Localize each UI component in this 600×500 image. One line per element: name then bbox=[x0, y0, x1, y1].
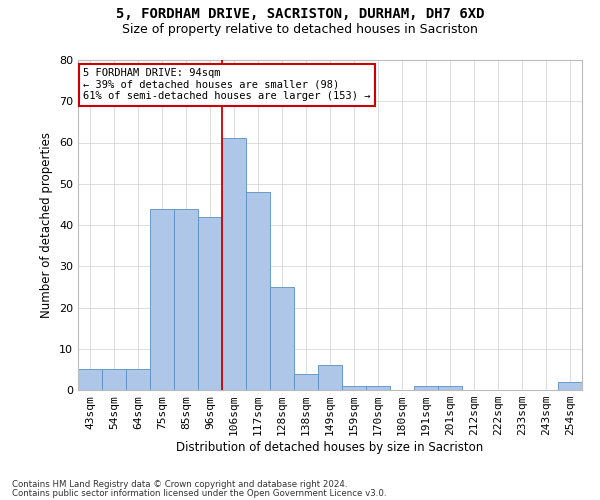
Bar bbox=[558, 382, 582, 390]
Bar bbox=[294, 374, 318, 390]
Bar bbox=[342, 386, 366, 390]
Bar bbox=[102, 370, 126, 390]
Text: Contains HM Land Registry data © Crown copyright and database right 2024.: Contains HM Land Registry data © Crown c… bbox=[12, 480, 347, 489]
Bar bbox=[414, 386, 438, 390]
Bar bbox=[78, 370, 102, 390]
Bar bbox=[174, 208, 198, 390]
Bar bbox=[438, 386, 462, 390]
Bar bbox=[270, 287, 294, 390]
Text: Size of property relative to detached houses in Sacriston: Size of property relative to detached ho… bbox=[122, 22, 478, 36]
Text: 5, FORDHAM DRIVE, SACRISTON, DURHAM, DH7 6XD: 5, FORDHAM DRIVE, SACRISTON, DURHAM, DH7… bbox=[116, 8, 484, 22]
Text: 5 FORDHAM DRIVE: 94sqm
← 39% of detached houses are smaller (98)
61% of semi-det: 5 FORDHAM DRIVE: 94sqm ← 39% of detached… bbox=[83, 68, 371, 102]
X-axis label: Distribution of detached houses by size in Sacriston: Distribution of detached houses by size … bbox=[176, 441, 484, 454]
Bar bbox=[222, 138, 246, 390]
Y-axis label: Number of detached properties: Number of detached properties bbox=[40, 132, 53, 318]
Bar bbox=[246, 192, 270, 390]
Bar bbox=[318, 365, 342, 390]
Bar bbox=[126, 370, 150, 390]
Text: Contains public sector information licensed under the Open Government Licence v3: Contains public sector information licen… bbox=[12, 489, 386, 498]
Bar bbox=[150, 208, 174, 390]
Bar bbox=[366, 386, 390, 390]
Bar bbox=[198, 217, 222, 390]
